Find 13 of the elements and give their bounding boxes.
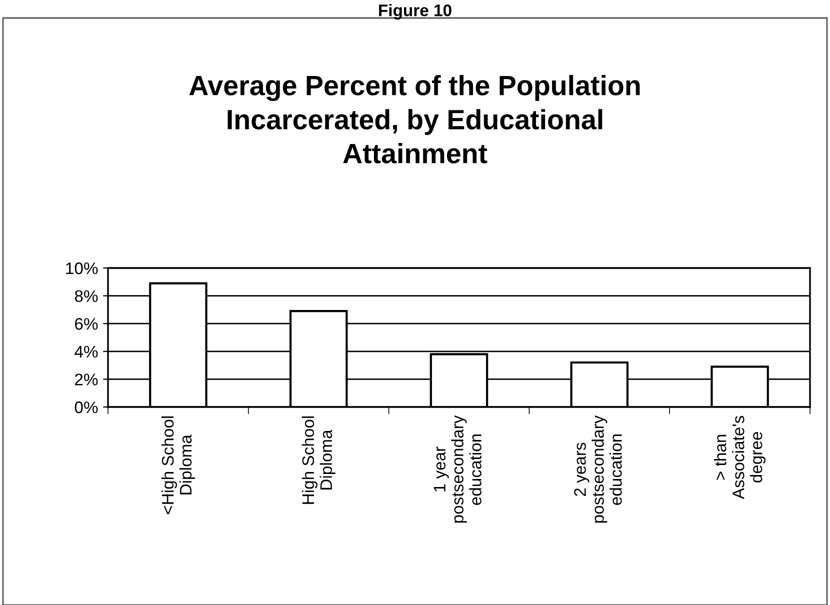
y-tick-label: 8% — [74, 290, 98, 302]
chart-title: Average Percent of the Population Incarcerated, by Educational Attainment — [189, 75, 640, 164]
x-tick-label: > than Associate's degree — [714, 416, 766, 500]
y-tick-label: 6% — [75, 318, 98, 330]
y-tick-label: 0% — [74, 401, 98, 414]
x-tick-label: 2 years postsecondary education — [574, 415, 622, 523]
y-tick-label: 10% — [66, 262, 98, 274]
y-tick-label: 4% — [74, 346, 98, 358]
caption: Figure 10 — [379, 4, 452, 20]
y-tick-label: 2% — [75, 374, 98, 386]
x-tick-label: <High School Diploma — [161, 416, 195, 514]
x-tick-label: High School Diploma — [302, 416, 336, 504]
x-tick-label: 1 year postsecondary education — [434, 415, 482, 523]
